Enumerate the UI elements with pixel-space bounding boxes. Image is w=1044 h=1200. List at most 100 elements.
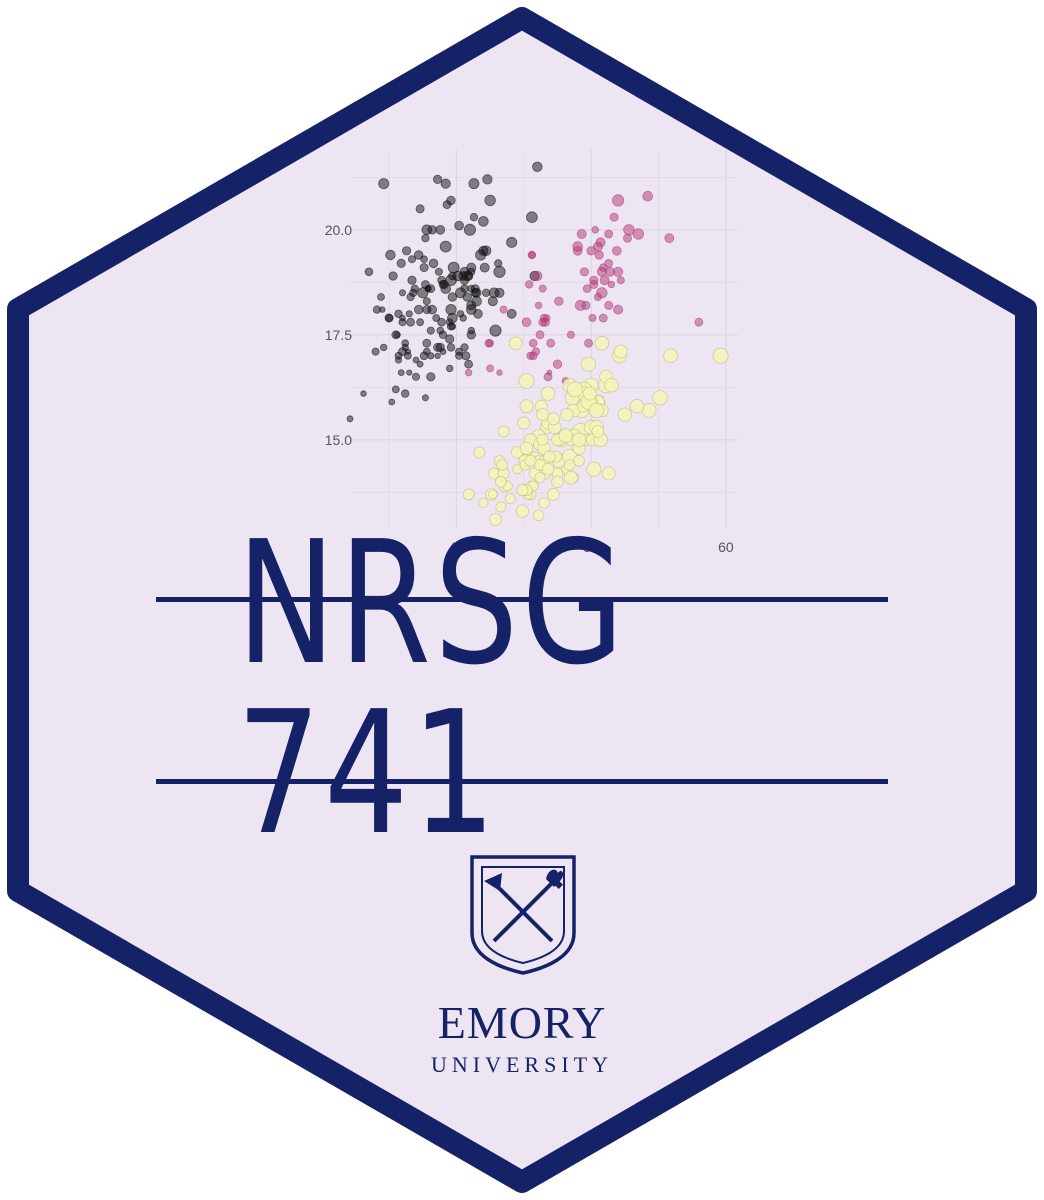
- data-point: [536, 408, 550, 422]
- data-point: [525, 280, 534, 289]
- data-point: [388, 271, 398, 281]
- data-point: [432, 314, 441, 322]
- data-point: [384, 313, 394, 323]
- data-point: [581, 356, 597, 372]
- data-point: [459, 314, 467, 322]
- data-point: [459, 266, 470, 277]
- data-point: [506, 236, 518, 248]
- data-point: [526, 211, 538, 224]
- data-point: [460, 343, 469, 352]
- data-point: [528, 338, 538, 348]
- data-point: [519, 441, 534, 455]
- data-point: [465, 304, 477, 315]
- data-point: [547, 488, 560, 501]
- data-point: [380, 343, 388, 352]
- data-point: [609, 212, 619, 222]
- data-point: [611, 194, 625, 207]
- data-point: [494, 259, 503, 268]
- data-point: [499, 305, 508, 314]
- data-point: [391, 385, 400, 394]
- data-point: [532, 509, 545, 522]
- data-point: [664, 233, 675, 244]
- data-point: [604, 229, 614, 239]
- data-point: [385, 249, 396, 261]
- data-point: [412, 356, 420, 364]
- data-point: [421, 234, 430, 243]
- data-point: [642, 190, 653, 202]
- data-point: [712, 347, 729, 364]
- data-point: [482, 174, 493, 185]
- data-point: [536, 433, 549, 446]
- data-point: [517, 416, 531, 430]
- data-point: [466, 330, 477, 340]
- data-point: [495, 501, 507, 513]
- data-point: [581, 300, 591, 310]
- data-point: [534, 301, 543, 310]
- data-point: [422, 297, 431, 306]
- data-point: [446, 343, 456, 352]
- data-point: [414, 304, 424, 315]
- data-point: [538, 317, 548, 327]
- data-point: [663, 348, 678, 364]
- data-point: [440, 283, 452, 294]
- data-point: [416, 360, 424, 368]
- data-point: [528, 351, 538, 361]
- data-point: [480, 245, 492, 257]
- data-point: [454, 220, 464, 231]
- chart-points: [346, 161, 729, 526]
- data-point: [612, 266, 624, 277]
- data-point: [623, 224, 635, 236]
- data-point: [594, 250, 604, 260]
- data-point: [346, 415, 354, 423]
- data-point: [515, 504, 530, 518]
- data-point: [401, 246, 412, 256]
- data-point: [552, 359, 563, 369]
- data-point: [446, 195, 456, 206]
- data-point: [406, 292, 415, 302]
- data-point: [407, 255, 416, 264]
- data-point: [478, 497, 489, 508]
- data-point: [496, 369, 503, 376]
- data-point: [464, 368, 473, 377]
- x-tick-label: 40: [449, 539, 465, 555]
- data-point: [473, 446, 486, 459]
- data-point: [573, 454, 585, 467]
- title-rule-top: [156, 597, 888, 602]
- data-point: [604, 378, 619, 393]
- data-point: [582, 284, 592, 293]
- data-point: [541, 463, 555, 476]
- data-point: [439, 348, 447, 356]
- data-point: [407, 275, 417, 285]
- data-point: [591, 424, 605, 438]
- data-point: [604, 300, 614, 310]
- data-point: [566, 330, 575, 339]
- data-point: [588, 402, 605, 418]
- data-point: [519, 399, 534, 414]
- data-point: [422, 338, 432, 348]
- data-point: [471, 295, 482, 307]
- data-point: [489, 513, 502, 526]
- data-point: [641, 402, 657, 418]
- data-point: [551, 475, 564, 489]
- data-point: [371, 347, 380, 356]
- data-point: [461, 351, 471, 361]
- data-point: [439, 240, 452, 253]
- data-point: [496, 459, 509, 471]
- data-point: [632, 228, 645, 240]
- data-point: [591, 226, 599, 234]
- data-point: [426, 372, 436, 382]
- data-point: [434, 352, 441, 359]
- data-point: [596, 287, 608, 299]
- data-point: [463, 223, 476, 236]
- data-point: [455, 287, 466, 299]
- data-point: [571, 432, 587, 448]
- data-point: [495, 475, 507, 488]
- data-point: [572, 241, 583, 252]
- data-point: [379, 306, 386, 313]
- data-point: [398, 289, 406, 297]
- data-point: [616, 276, 625, 285]
- data-point: [538, 284, 547, 293]
- data-point: [532, 161, 543, 173]
- data-point: [416, 318, 425, 327]
